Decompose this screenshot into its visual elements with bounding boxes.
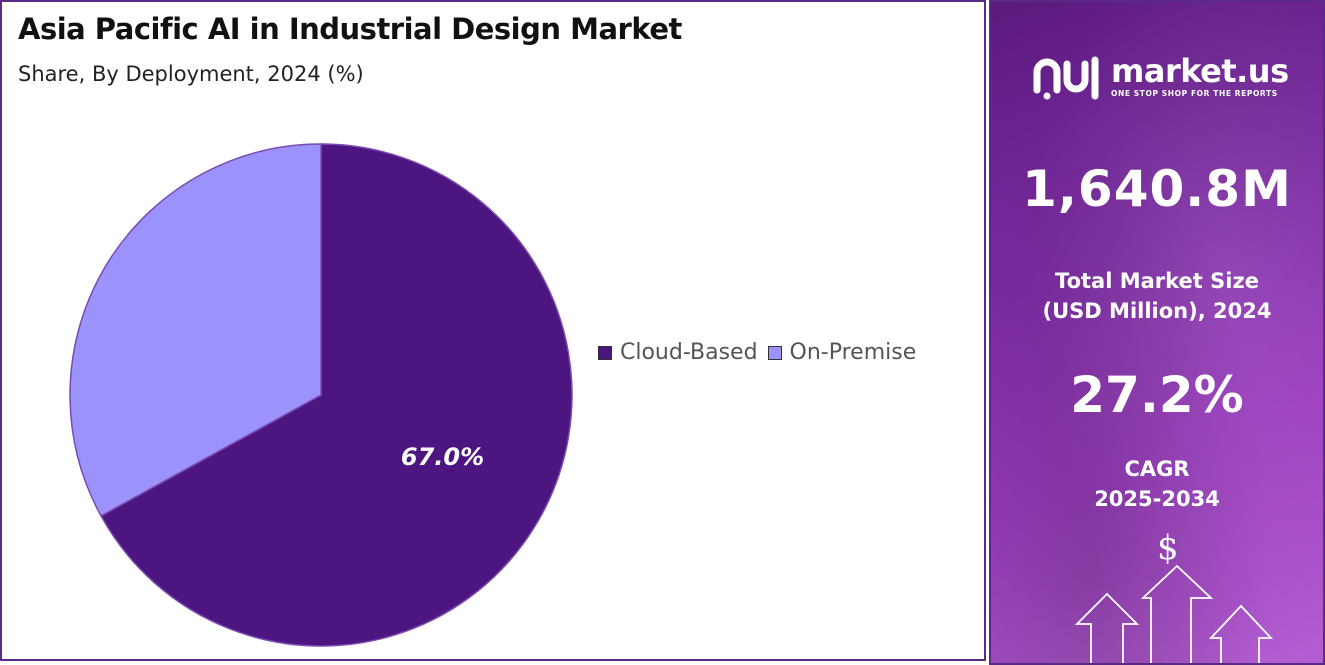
chart-panel: Asia Pacific AI in Industrial Design Mar… xyxy=(0,0,986,661)
brand-name: market.us xyxy=(1111,52,1289,90)
pie-slice-on-premise xyxy=(69,143,322,517)
legend-item-on-premise: On-Premise xyxy=(767,340,917,365)
brand: market.us ONE STOP SHOP FOR THE REPORTS xyxy=(1033,50,1289,102)
chart-title: Asia Pacific AI in Industrial Design Mar… xyxy=(18,12,682,46)
market-size-value: 1,640.8M xyxy=(1022,160,1292,218)
market-us-logo-icon xyxy=(1033,56,1099,100)
cagr-value: 27.2% xyxy=(1070,366,1244,424)
panel-background-overlay xyxy=(991,2,1323,663)
pie-data-label-cloud-based: 67.0% xyxy=(401,443,484,471)
legend-swatch-on-premise xyxy=(767,345,782,360)
brand-tagline: ONE STOP SHOP FOR THE REPORTS xyxy=(1111,89,1278,98)
market-size-label-line1: Total Market Size xyxy=(1055,269,1259,293)
legend-label-cloud-based: Cloud-Based xyxy=(620,340,758,365)
legend-item-cloud-based: Cloud-Based xyxy=(598,340,758,365)
growth-arrows-icon xyxy=(1074,564,1274,663)
market-size-label: Total Market Size (USD Million), 2024 xyxy=(991,266,1323,326)
cagr-label: CAGR 2025-2034 xyxy=(991,454,1323,514)
legend-label-on-premise: On-Premise xyxy=(789,340,917,365)
market-size-label-line2: (USD Million), 2024 xyxy=(1042,299,1272,323)
legend-swatch-cloud-based xyxy=(598,345,612,360)
cagr-label-line2: 2025-2034 xyxy=(1094,487,1220,511)
pie-slice-cloud-based xyxy=(100,143,573,647)
pie-chart: 67.0% xyxy=(69,143,573,647)
chart-subtitle: Share, By Deployment, 2024 (%) xyxy=(18,62,364,86)
chart-legend: Cloud-Based On-Premise xyxy=(598,340,926,365)
cagr-label-line1: CAGR xyxy=(1124,457,1190,481)
brand-text: market.us ONE STOP SHOP FOR THE REPORTS xyxy=(1111,54,1289,98)
dollar-icon: $ xyxy=(1157,528,1179,568)
summary-panel: market.us ONE STOP SHOP FOR THE REPORTS … xyxy=(989,0,1325,665)
